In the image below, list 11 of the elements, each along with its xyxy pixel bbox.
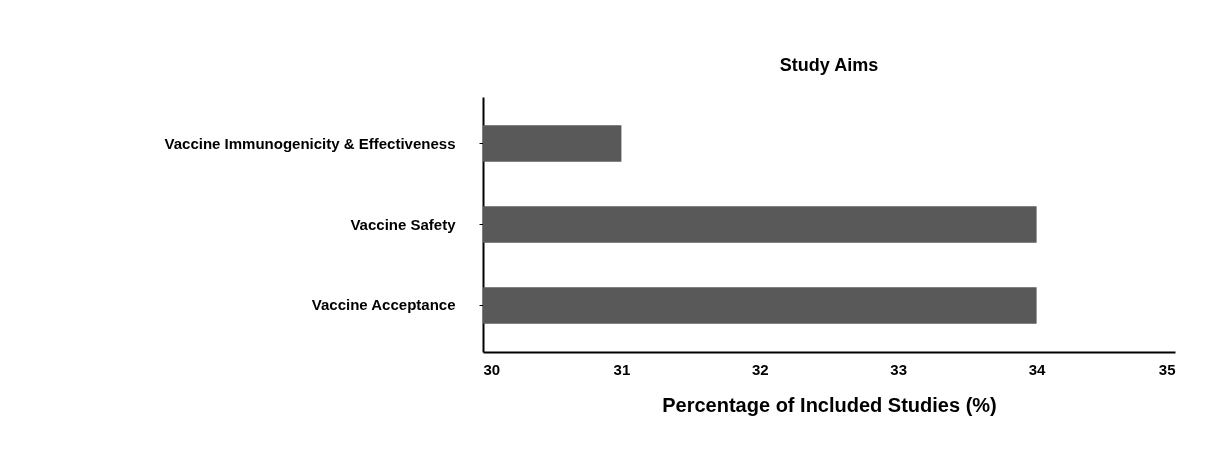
x-tick-label: 34: [1028, 360, 1047, 378]
chart-title: Study Aims: [779, 55, 879, 75]
x-tick-label: 35: [1158, 360, 1176, 378]
x-tick-label: 32: [751, 360, 769, 378]
y-tick-label: Vaccine Immunogenicity & Effectiveness: [164, 134, 456, 152]
y-tick-label: Vaccine Safety: [350, 215, 457, 233]
y-tick-label: Vaccine Acceptance: [311, 296, 456, 314]
x-tick-label: 30: [483, 360, 501, 378]
x-axis-title: Percentage of Included Studies (%): [662, 393, 997, 416]
x-tick-label: 33: [890, 360, 908, 378]
x-tick-label: 31: [613, 360, 631, 378]
